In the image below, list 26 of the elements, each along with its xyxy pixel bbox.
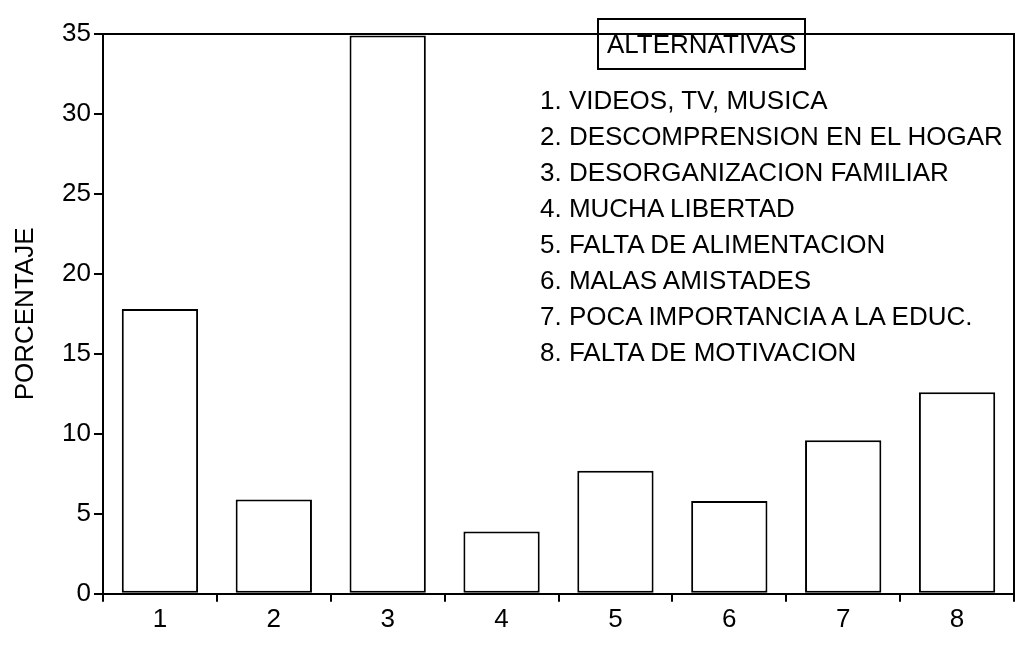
- x-tick-label: 1: [152, 602, 168, 633]
- x-tick-label: 3: [380, 602, 395, 633]
- y-tick-label: 20: [62, 257, 91, 288]
- annotation: 8. FALTA DE MOTIVACION: [540, 336, 857, 369]
- annotation: 4. MUCHA LIBERTAD: [540, 192, 795, 225]
- y-tick-label: 25: [62, 177, 91, 208]
- annotation: 2. DESCOMPRENSION EN EL HOGAR: [540, 120, 1003, 153]
- x-tick-label: 8: [949, 602, 965, 633]
- annotation: 5. FALTA DE ALIMENTACION: [540, 228, 886, 261]
- x-tick-label: 2: [266, 602, 282, 633]
- annotation: 6. MALAS AMISTADES: [540, 264, 812, 297]
- annotation: 7. POCA IMPORTANCIA A LA EDUC.: [540, 300, 973, 333]
- y-tick-label: 0: [76, 576, 91, 607]
- y-tick-label: 30: [62, 97, 91, 128]
- x-tick-label: 7: [835, 602, 851, 633]
- y-tick-label: 10: [62, 417, 91, 448]
- x-tick-label: 6: [722, 602, 737, 633]
- annotation: 3. DESORGANIZACION FAMILIAR: [540, 156, 949, 189]
- x-tick-label: 5: [608, 602, 623, 633]
- annotation: ALTERNATIVAS: [597, 18, 807, 70]
- y-tick-label: 15: [62, 337, 91, 368]
- y-tick-label: 35: [62, 17, 91, 48]
- y-axis-title: PORCENTAJE: [8, 227, 39, 401]
- annotation: 1. VIDEOS, TV, MUSICA: [540, 84, 828, 117]
- y-tick-label: 5: [76, 497, 91, 527]
- x-tick-label: 4: [494, 602, 509, 633]
